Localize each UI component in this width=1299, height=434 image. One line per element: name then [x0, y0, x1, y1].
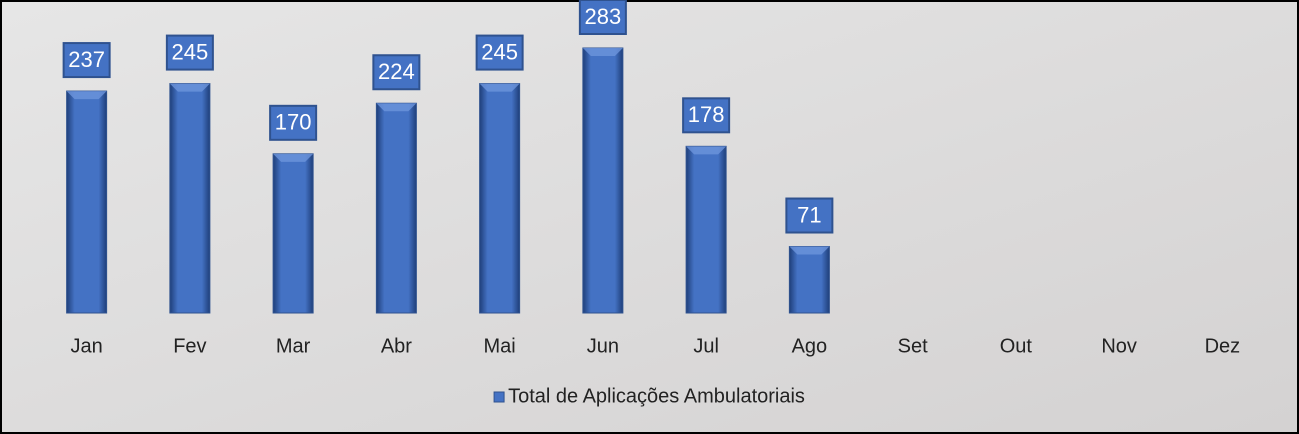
value-label-box: [578, 0, 627, 35]
value-label: 170: [275, 110, 312, 135]
value-label-box: [165, 34, 214, 71]
bar: [169, 83, 211, 314]
bar-bevel: [66, 91, 107, 100]
bar: [479, 83, 521, 314]
bar: [788, 246, 830, 314]
x-tick-label: Abr: [381, 335, 412, 357]
value-label-box: [682, 97, 731, 134]
x-tick-label: Jul: [693, 335, 719, 357]
bar: [582, 47, 624, 314]
bar-bevel: [169, 83, 210, 92]
bar-bevel: [376, 103, 417, 112]
x-tick-label: Mai: [484, 335, 516, 357]
value-label-box: [372, 54, 421, 91]
value-label-box: [785, 197, 834, 234]
bar-bevel: [686, 146, 727, 155]
x-tick-label: Fev: [173, 335, 206, 357]
legend-label: Total de Aplicações Ambulatoriais: [508, 385, 805, 407]
x-tick-label: Ago: [792, 335, 828, 357]
bar-bevel: [582, 48, 623, 56]
value-label: 245: [481, 39, 518, 64]
value-label: 283: [585, 4, 622, 29]
x-tick-label: Jun: [587, 335, 619, 357]
value-label-box: [269, 104, 318, 141]
bar-bevel: [273, 153, 314, 162]
value-label: 71: [797, 202, 821, 227]
bar: [272, 153, 314, 314]
bar-bevel: [789, 246, 830, 255]
value-label: 224: [378, 59, 415, 84]
value-label-box: [62, 42, 111, 79]
value-label: 245: [172, 39, 209, 64]
legend-swatch: [493, 391, 505, 403]
bar: [685, 145, 727, 314]
value-label: 178: [688, 102, 725, 127]
x-tick-label: Set: [898, 335, 928, 357]
value-label: 237: [68, 47, 105, 72]
bar: [375, 102, 417, 314]
x-tick-label: Out: [1000, 335, 1033, 357]
value-label-box: [475, 34, 524, 71]
bar: [66, 90, 108, 314]
x-tick-label: Mar: [276, 335, 311, 357]
bar-bevel: [479, 83, 520, 92]
x-tick-label: Nov: [1101, 335, 1137, 357]
x-tick-label: Jan: [71, 335, 103, 357]
x-tick-label: Dez: [1205, 335, 1241, 357]
